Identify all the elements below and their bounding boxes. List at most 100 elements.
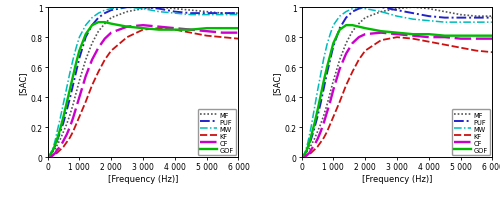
- PUF: [140, 7, 146, 9]
- KF: [350, 71, 356, 74]
- GOF: [490, 35, 496, 38]
- MW: [76, 37, 82, 39]
- KF: [324, 131, 330, 133]
- MW: [52, 138, 59, 141]
- MF: [124, 11, 130, 14]
- PUF: [318, 103, 324, 105]
- GOF: [48, 153, 54, 156]
- KF: [490, 52, 496, 54]
- CF: [156, 26, 162, 29]
- CF: [343, 53, 349, 56]
- GOF: [57, 128, 63, 130]
- CF: [51, 153, 57, 156]
- MF: [172, 8, 178, 11]
- MF: [298, 156, 304, 159]
- PUF: [474, 17, 480, 20]
- GOF: [330, 43, 336, 45]
- MF: [50, 152, 56, 154]
- KF: [52, 153, 59, 156]
- PUF: [306, 143, 312, 145]
- MW: [204, 14, 210, 17]
- CF: [172, 28, 178, 30]
- KF: [458, 47, 464, 50]
- KF: [442, 44, 448, 47]
- GOF: [64, 103, 70, 105]
- MW: [96, 13, 102, 15]
- KF: [96, 71, 102, 74]
- MW: [298, 156, 304, 159]
- MW: [324, 44, 330, 47]
- GOF: [426, 34, 432, 36]
- CF: [314, 138, 320, 141]
- GOF: [321, 80, 327, 83]
- GOF: [318, 95, 324, 98]
- KF: [298, 156, 304, 159]
- MW: [102, 10, 108, 12]
- KF: [318, 141, 324, 144]
- CF: [70, 118, 76, 120]
- GOF: [304, 150, 310, 153]
- PUF: [108, 10, 114, 12]
- PUF: [124, 7, 130, 9]
- MF: [140, 8, 146, 11]
- MF: [89, 43, 95, 45]
- MF: [356, 23, 362, 26]
- PUF: [50, 150, 56, 153]
- MW: [54, 131, 60, 133]
- X-axis label: [Frequency (Hz)]: [Frequency (Hz)]: [362, 174, 432, 183]
- MW: [394, 16, 400, 18]
- GOF: [343, 25, 349, 27]
- CF: [54, 149, 60, 151]
- GOF: [73, 62, 79, 65]
- KF: [321, 137, 327, 139]
- MF: [324, 104, 330, 106]
- GOF: [70, 76, 76, 78]
- GOF: [51, 147, 57, 150]
- PUF: [356, 8, 362, 11]
- MW: [124, 7, 130, 9]
- MW: [172, 13, 178, 15]
- PUF: [46, 155, 52, 157]
- CF: [108, 32, 114, 35]
- GOF: [52, 143, 59, 145]
- PUF: [458, 17, 464, 20]
- GOF: [108, 23, 114, 26]
- GOF: [302, 153, 308, 156]
- Y-axis label: [SAC]: [SAC]: [272, 71, 281, 95]
- MW: [318, 74, 324, 77]
- PUF: [298, 156, 304, 159]
- Line: KF: KF: [302, 38, 492, 158]
- CF: [311, 144, 317, 147]
- KF: [302, 155, 308, 157]
- MF: [490, 16, 496, 18]
- MF: [82, 59, 88, 62]
- GOF: [311, 123, 317, 126]
- MW: [362, 8, 368, 11]
- MF: [327, 92, 333, 95]
- KF: [102, 59, 108, 62]
- KF: [236, 38, 242, 41]
- GOF: [356, 26, 362, 29]
- PUF: [188, 13, 194, 15]
- CF: [336, 68, 342, 70]
- PUF: [102, 13, 108, 15]
- CF: [48, 155, 54, 157]
- PUF: [378, 7, 384, 9]
- CF: [188, 29, 194, 32]
- PUF: [73, 71, 79, 74]
- GOF: [305, 146, 311, 148]
- CF: [46, 156, 52, 159]
- KF: [64, 141, 70, 144]
- MF: [330, 80, 336, 83]
- KF: [67, 137, 73, 139]
- CF: [52, 152, 59, 154]
- GOF: [124, 26, 130, 29]
- CF: [304, 155, 310, 157]
- Legend: MF, PUF, MW, KF, CF, GOF: MF, PUF, MW, KF, CF, GOF: [452, 109, 490, 156]
- MW: [378, 11, 384, 14]
- MW: [314, 90, 320, 93]
- MF: [306, 147, 312, 150]
- CF: [124, 26, 130, 29]
- CF: [89, 59, 95, 62]
- Line: MW: MW: [302, 8, 492, 158]
